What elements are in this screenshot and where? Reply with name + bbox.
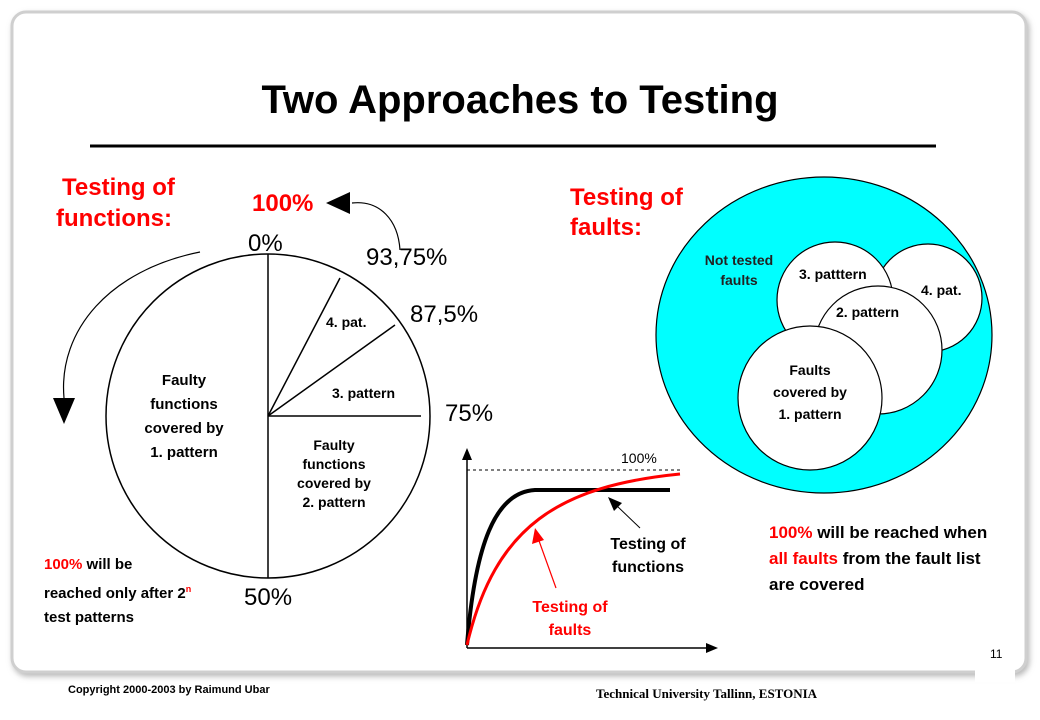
pie-divider-875	[267, 324, 396, 417]
functions-curve	[465, 488, 670, 646]
functions-note-100: 100%	[44, 556, 83, 573]
arc-arrow-head	[53, 398, 75, 424]
pie-slice-2-line: 2. pattern	[302, 494, 366, 510]
faults-note-highlight: all faults	[769, 549, 838, 568]
slide-title: Two Approaches to Testing	[261, 78, 779, 122]
venn-pattern1-line: Faults	[789, 362, 831, 378]
functions-heading-line2: functions:	[56, 205, 172, 232]
functions-pointer-head	[608, 497, 622, 511]
functions-pie	[105, 253, 431, 579]
venn-pattern2-label: 2. pattern	[836, 304, 900, 320]
faults-pointer	[537, 537, 557, 589]
functions-pointer	[615, 504, 641, 529]
venn-pattern1-line: covered by	[773, 384, 847, 400]
faults-curve	[465, 472, 681, 646]
plot-x-axis-arrow	[706, 643, 718, 653]
faults-venn	[655, 176, 993, 494]
pie-slice-4-label: 4. pat.	[326, 314, 367, 330]
venn-not-tested-line: faults	[720, 272, 758, 288]
label-875-percent: 87,5%	[410, 301, 479, 328]
pie-slice-1-line: covered by	[144, 420, 224, 437]
faults-note-mid: will be reached when	[812, 523, 988, 542]
venn-pattern3-label: 3. patttern	[799, 266, 867, 282]
pie-slice-2-line: covered by	[297, 475, 371, 491]
plot-label-100: 100%	[621, 450, 657, 466]
arrow-to-100	[351, 202, 401, 251]
page-number-box	[975, 640, 1015, 682]
functions-note-sup: n	[185, 584, 192, 594]
label-50-percent: 50%	[244, 584, 293, 611]
functions-heading-line1: Testing of	[62, 174, 175, 201]
label-9375-percent: 93,75%	[366, 244, 448, 271]
plot-functions-line: Testing of	[610, 536, 686, 553]
pie-divider-9375	[267, 277, 341, 417]
venn-not-tested-line: Not tested	[704, 252, 774, 268]
faults-pointer-head	[532, 528, 544, 544]
pie-slice-2-label: Faulty functions covered by 2. pattern	[270, 436, 398, 512]
plot-y-axis-arrow	[462, 448, 472, 460]
plot-faults-line: Testing of	[532, 599, 608, 616]
venn-pattern1	[737, 325, 883, 471]
functions-note-suffix: test patterns	[44, 609, 135, 626]
plot-functions-line: functions	[612, 559, 684, 576]
faults-note-100: 100%	[769, 523, 813, 542]
arc-arrow	[62, 251, 201, 399]
page-number: 11	[990, 647, 1003, 661]
venn-pattern1-label: Faults covered by 1. pattern	[754, 359, 866, 425]
label-75-percent: 75%	[445, 400, 494, 427]
pie-slice-1-label: Faulty functions covered by 1. pattern	[118, 369, 250, 465]
copyright: Copyright 2000-2003 by Raimund Ubar	[68, 684, 270, 696]
pie-slice-3-label: 3. pattern	[332, 385, 396, 401]
pie-slice-2-line: functions	[302, 456, 366, 472]
venn-pattern4-label: 4. pat.	[921, 282, 962, 298]
faults-note: 100% will be reached when all faults fro…	[769, 520, 999, 598]
pie-slice-1-line: 1. pattern	[150, 444, 218, 461]
venn-pattern1-line: 1. pattern	[778, 406, 842, 422]
plot-faults-label: Testing of faults	[508, 596, 632, 642]
functions-note: 100% will be reached only after 2n test …	[44, 553, 194, 630]
pie-slice-1-line: functions	[150, 396, 218, 413]
faults-heading-line2: faults:	[570, 214, 642, 241]
pie-slice-2-line: Faulty	[313, 437, 355, 453]
label-100-percent: 100%	[252, 190, 314, 217]
coverage-plot	[462, 448, 718, 653]
pie-slice-1-line: Faulty	[161, 372, 207, 389]
institution: Technical University Tallinn, ESTONIA	[596, 686, 818, 701]
venn-not-tested-label: Not tested faults	[684, 250, 794, 290]
plot-functions-label: Testing of functions	[586, 533, 710, 579]
arrow-head-100	[326, 192, 350, 214]
plot-faults-line: faults	[548, 622, 592, 639]
label-0-percent: 0%	[248, 230, 283, 257]
functions-note-mid: will be reached only after 2	[44, 556, 186, 602]
faults-heading-line1: Testing of	[570, 184, 683, 211]
faults-note-suffix: from the fault list are covered	[769, 549, 981, 594]
